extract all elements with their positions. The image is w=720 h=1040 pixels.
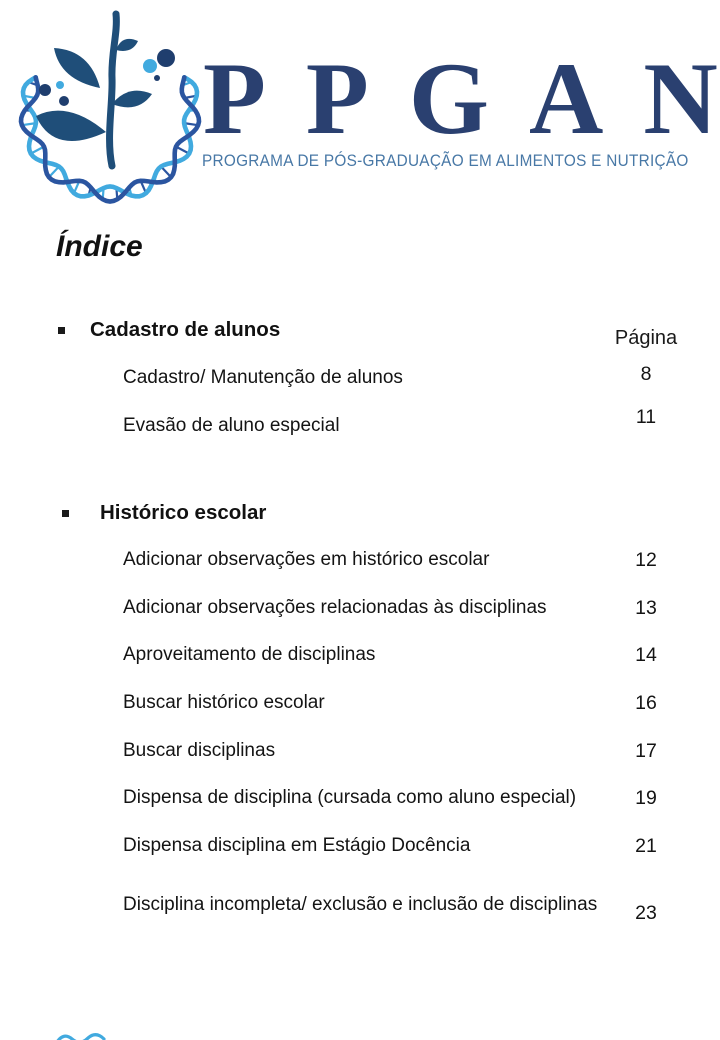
toc-item-page: 16 [635, 692, 657, 714]
toc-item: Adicionar observações em histórico escol… [0, 548, 720, 572]
plant-leaf-upper-left [54, 48, 100, 88]
bottom-wave-decoration-icon [56, 1033, 106, 1040]
toc-item: Disciplina incompleta/ exclusão e inclus… [0, 893, 720, 924]
toc-item: Buscar disciplinas 17 [0, 739, 720, 763]
toc-item-page: 11 [635, 406, 657, 428]
toc-item-page: 17 [635, 740, 657, 762]
toc-item-page: 19 [635, 787, 657, 809]
toc-item-label: Dispensa disciplina em Estágio Docência [123, 835, 471, 856]
toc-section-cadastro-de-alunos: Cadastro de alunos [58, 317, 280, 343]
page-column-label: Página [614, 327, 678, 349]
toc-item: Dispensa disciplina em Estágio Docência … [0, 834, 720, 858]
dot-dark [157, 49, 175, 67]
dot-light [143, 59, 157, 73]
plant-icon [36, 10, 152, 170]
brand-acronym: PPGAN [203, 42, 720, 156]
toc-item-page: 8 [640, 363, 652, 385]
ppgan-logo-emblem [18, 10, 202, 204]
dna-wreath-icon [18, 75, 202, 204]
toc-item-label: Adicionar observações relacionadas às di… [123, 597, 547, 618]
dot-dark [59, 96, 69, 106]
toc-item-page: 13 [635, 597, 657, 619]
toc-item: Cadastro/ Manutenção de alunos 8 [0, 363, 720, 390]
toc-item-label: Evasão de aluno especial [123, 415, 340, 436]
plant-stem [106, 10, 120, 170]
toc-item: Dispensa de disciplina (cursada como alu… [0, 786, 720, 810]
toc-section-historico-escolar: Histórico escolar [62, 500, 266, 526]
logo-header: PPGAN PROGRAMA DE PÓS-GRADUAÇÃO EM ALIME… [0, 0, 720, 215]
dot-light [56, 81, 64, 89]
toc-section-label: Histórico escolar [100, 501, 267, 524]
plant-leaf-top [116, 38, 138, 51]
brand-subtitle: PROGRAMA DE PÓS-GRADUAÇÃO EM ALIMENTOS E… [202, 152, 689, 170]
plant-leaf-right [112, 90, 152, 108]
toc-item: Aproveitamento de disciplinas 14 [0, 643, 720, 667]
toc-item-page: 21 [635, 835, 657, 857]
toc-title: Índice [56, 230, 143, 263]
toc-item: Adicionar observações relacionadas às di… [0, 596, 720, 620]
toc-item-label: Buscar disciplinas [123, 740, 276, 761]
toc-item-label: Aproveitamento de disciplinas [123, 644, 376, 665]
toc-item-page: 23 [635, 902, 657, 924]
toc-item-label: Dispensa de disciplina (cursada como alu… [123, 787, 577, 808]
toc-item-label: Disciplina incompleta/ exclusão e inclus… [123, 894, 598, 915]
toc-item-page: 14 [635, 644, 657, 666]
toc-item: Buscar histórico escolar 16 [0, 691, 720, 715]
toc-item: Evasão de aluno especial 11 [0, 406, 720, 438]
plant-leaf-lower-left [36, 110, 106, 141]
toc-section-label: Cadastro de alunos [90, 318, 281, 341]
toc-item-label: Cadastro/ Manutenção de alunos [123, 367, 403, 388]
bullet-square-icon [58, 326, 65, 334]
decor-dots [39, 49, 175, 106]
toc-item-label: Buscar histórico escolar [123, 692, 325, 713]
dot-dark [154, 75, 160, 81]
dot-dark [39, 84, 51, 96]
toc-item-label: Adicionar observações em histórico escol… [123, 549, 490, 570]
toc-item-page: 12 [635, 549, 657, 571]
bullet-square-icon [62, 509, 69, 517]
